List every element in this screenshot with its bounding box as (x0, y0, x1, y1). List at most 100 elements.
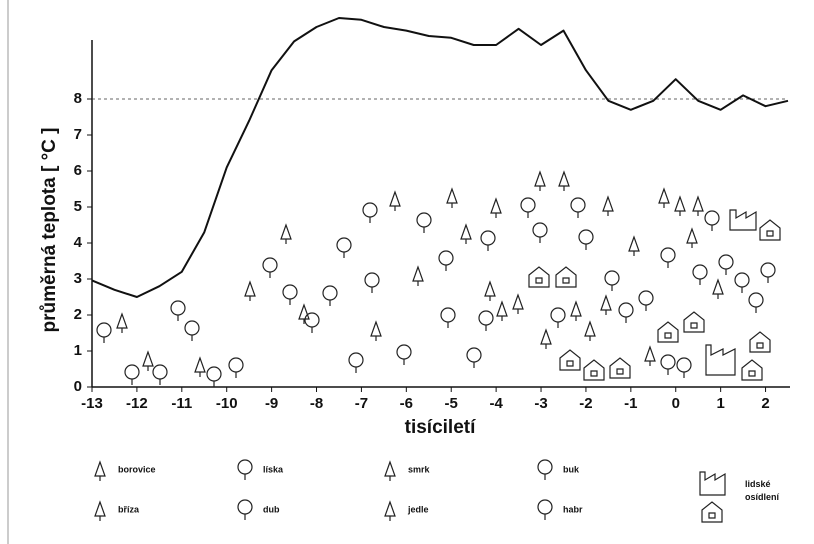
x-tick-label: -2 (579, 395, 592, 412)
y-tick-label: 0 (74, 378, 82, 395)
tree-icon (605, 271, 619, 285)
legend-label: jedle (407, 504, 429, 514)
conifer-icon (143, 352, 153, 371)
x-tick-label: -8 (310, 395, 323, 412)
tree-icon (397, 345, 411, 359)
conifer-icon (513, 295, 523, 314)
tree-icon (238, 460, 252, 474)
conifer-icon (195, 358, 205, 377)
x-tick-label: -1 (624, 395, 637, 412)
tree-icon (538, 500, 552, 514)
conifer-icon (659, 189, 669, 208)
tree-icon (207, 367, 221, 381)
house-icon (702, 502, 722, 522)
x-tick-label: -11 (171, 395, 192, 412)
tree-icon (479, 311, 493, 325)
tree-icon (337, 238, 351, 252)
house-icon (610, 358, 630, 378)
conifer-icon (245, 282, 255, 301)
legend-factory-icon (700, 472, 725, 495)
conifer-icon (675, 197, 685, 216)
conifer-icon (385, 462, 395, 481)
x-tick-label: 0 (672, 395, 680, 412)
conifer-icon (95, 462, 105, 481)
tree-icon (417, 213, 431, 227)
x-tick-label: -9 (265, 395, 278, 412)
tree-icon (185, 321, 199, 335)
tree-icon (349, 353, 363, 367)
conifer-icon (413, 267, 423, 286)
tree-icon (153, 365, 167, 379)
conifer-icon (559, 172, 569, 191)
x-tick-label: -3 (534, 395, 547, 412)
x-tick-label: 1 (716, 395, 724, 412)
tree-icon (619, 303, 633, 317)
tree-icon (639, 291, 653, 305)
legend-label: smrk (408, 464, 431, 474)
legend-label: bříza (118, 504, 140, 514)
tree-icon (677, 358, 691, 372)
y-tick-label: 8 (74, 90, 82, 107)
conifer-icon (281, 225, 291, 244)
tree-icon (705, 211, 719, 225)
conifer-icon (713, 280, 723, 299)
y-tick-label: 1 (74, 342, 82, 359)
tree-icon (693, 265, 707, 279)
conifer-icon (693, 197, 703, 216)
x-axis-label: tisíciletí (405, 417, 476, 438)
conifer-icon (629, 237, 639, 256)
tree-icon (761, 263, 775, 277)
house-icon (584, 360, 604, 380)
x-tick-label: -12 (126, 395, 148, 412)
conifer-icon (385, 502, 395, 521)
legend-label: buk (563, 464, 580, 474)
x-tick-label: -7 (355, 395, 368, 412)
y-tick-label: 5 (74, 198, 82, 215)
y-tick-label: 4 (74, 234, 83, 251)
house-icon (529, 267, 549, 287)
house-icon (760, 220, 780, 240)
conifer-icon (117, 314, 127, 333)
tree-icon (521, 198, 535, 212)
tree-icon (229, 358, 243, 372)
chart: průměrná teplota [ °C ] tisíciletí 01234… (0, 0, 814, 544)
y-tick-label: 7 (74, 126, 82, 143)
x-tick-label: -13 (81, 395, 103, 412)
house-icon (560, 350, 580, 370)
legend-label: borovice (118, 464, 156, 474)
tree-icon (661, 248, 675, 262)
tree-icon (97, 323, 111, 337)
conifer-icon (541, 330, 551, 349)
conifer-icon (585, 322, 595, 341)
house-icon (750, 332, 770, 352)
y-tick-label: 2 (74, 306, 82, 323)
tree-icon (283, 285, 297, 299)
conifer-icon (645, 347, 655, 366)
legend-label: dub (263, 504, 280, 514)
house-icon (556, 267, 576, 287)
x-tick-label: -10 (216, 395, 238, 412)
tree-icon (323, 286, 337, 300)
tree-icon (538, 460, 552, 474)
conifer-icon (601, 296, 611, 315)
tree-icon (571, 198, 585, 212)
tree-icon (467, 348, 481, 362)
conifer-icon (491, 199, 501, 218)
page: průměrná teplota [ °C ] tisíciletí 01234… (0, 0, 814, 544)
tree-icon (439, 251, 453, 265)
tree-icon (551, 308, 565, 322)
conifer-icon (603, 197, 613, 216)
x-tick-label: -6 (400, 395, 413, 412)
conifer-icon (371, 322, 381, 341)
tree-icon (171, 301, 185, 315)
tree-icon (481, 231, 495, 245)
conifer-icon (687, 229, 697, 248)
legend-label: líska (263, 464, 284, 474)
tree-icon (579, 230, 593, 244)
tree-icon (749, 293, 763, 307)
y-axis-label: průměrná teplota [ °C ] (39, 127, 60, 332)
tree-icon (661, 355, 675, 369)
conifer-icon (390, 192, 400, 211)
tree-icon (365, 273, 379, 287)
legend-label: habr (563, 504, 583, 514)
